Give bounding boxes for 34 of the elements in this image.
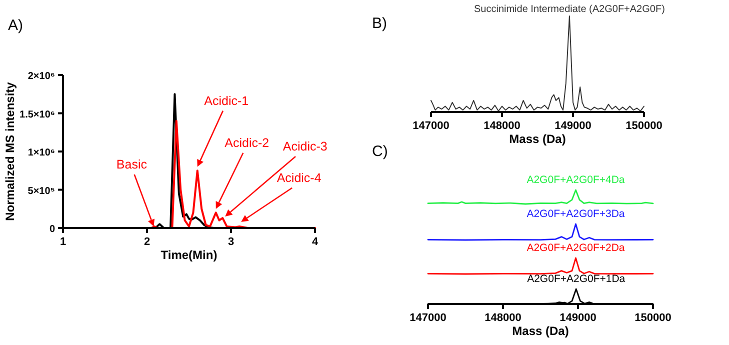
x-tick-label: 4 — [312, 236, 319, 248]
y-tick-label: 2×10⁶ — [28, 71, 55, 82]
series-label: A2G0F+A2G0F+2Da — [526, 242, 625, 254]
x-tick-label: 148000 — [484, 312, 522, 324]
x-tick-label: 1 — [60, 236, 66, 248]
x-axis-title: Mass (Da) — [509, 132, 566, 146]
annotation: Basic — [116, 157, 148, 172]
x-axis-title: Time(Min) — [160, 248, 218, 262]
annotation: Succinimide Intermediate (A2G0F+A2G0F) — [474, 4, 665, 15]
x-tick-label: 2 — [144, 236, 150, 248]
y-tick-label: 1.5×10⁶ — [20, 109, 55, 120]
x-tick-label: 149000 — [560, 312, 596, 324]
y-tick-label: 1×10⁶ — [28, 148, 55, 158]
y-tick-label: 5×10⁵ — [28, 186, 56, 197]
x-tick-label: 3 — [228, 236, 234, 248]
x-tick-label: 150000 — [634, 312, 672, 324]
annotation: Acidic-4 — [276, 170, 322, 185]
annotation: Acidic-3 — [282, 140, 328, 154]
y-axis-title: Normalized MS intensity — [3, 82, 17, 221]
x-tick-label: 150000 — [626, 120, 662, 132]
x-tick-label: 147000 — [410, 312, 446, 324]
series-label: A2G0F+A2G0F+4Da — [526, 174, 625, 186]
series-label: A2G0F+A2G0F+1Da — [527, 273, 626, 285]
text: B) — [372, 15, 388, 32]
x-axis-title: Mass (Da) — [512, 324, 569, 338]
annotation: Acidic-1 — [204, 94, 249, 108]
y-tick-label: 0 — [49, 224, 56, 235]
series-label: A2G0F+A2G0F+3Da — [526, 208, 625, 220]
x-tick-label: 149000 — [554, 120, 592, 132]
x-tick-label: 148000 — [484, 120, 520, 132]
text: C) — [372, 143, 388, 160]
x-tick-label: 147000 — [412, 120, 450, 132]
text: A) — [8, 17, 24, 34]
annotation: Acidic-2 — [224, 136, 270, 150]
